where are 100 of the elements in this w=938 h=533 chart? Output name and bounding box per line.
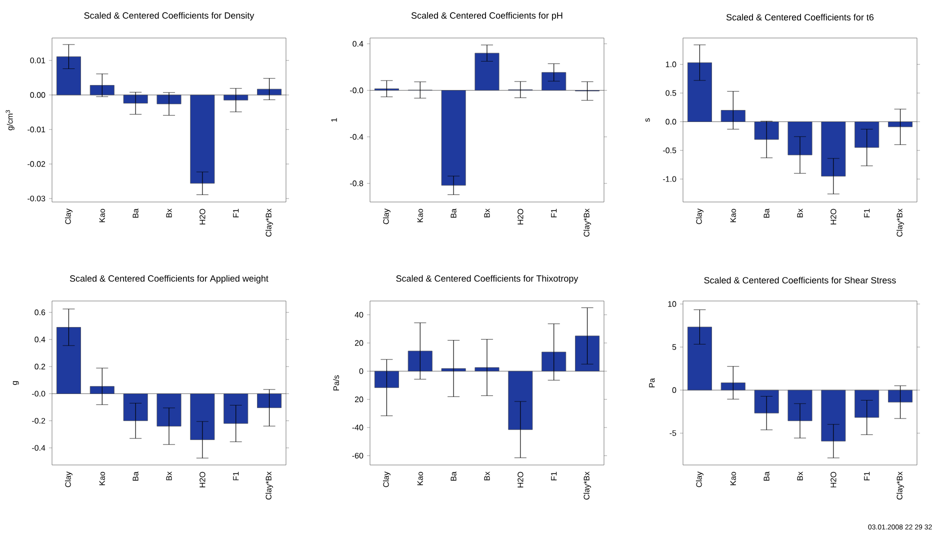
x-tick-label: H2O xyxy=(200,208,206,224)
bar xyxy=(56,327,81,394)
bar xyxy=(190,393,215,440)
x-tick-label: Bx xyxy=(797,472,803,480)
x-tick-label: Clay*Bx xyxy=(896,472,904,500)
chart-title: Scaled & Centered Coefficients for Applied weight xyxy=(70,275,268,284)
y-tick-label: -0.0 xyxy=(350,88,364,94)
bar xyxy=(821,122,846,176)
bar xyxy=(224,94,248,100)
x-tick-label: Ba xyxy=(450,208,456,218)
y-tick-label: -0.4 xyxy=(350,134,364,140)
y-tick-label: -0.02 xyxy=(28,161,46,167)
x-tick-label: Bx xyxy=(484,208,490,218)
x-tick-label: Clay*Bx xyxy=(266,472,274,500)
bar xyxy=(408,350,432,372)
bar xyxy=(123,94,148,104)
x-tick-label: Kao xyxy=(730,208,736,222)
y-tick-label: -0.8 xyxy=(350,180,364,186)
y-tick-label: -40 xyxy=(352,424,364,430)
y-axis-title: g xyxy=(12,381,19,385)
x-tick-label: H2O xyxy=(200,472,206,488)
x-tick-label: Clay xyxy=(382,208,390,224)
y-tick-label: 40 xyxy=(354,312,364,318)
x-tick-label: Kao xyxy=(730,472,736,486)
y-tick-label: 1.0 xyxy=(666,62,676,68)
bar xyxy=(257,88,282,96)
bar xyxy=(56,56,81,96)
y-tick-label: 20 xyxy=(354,396,364,402)
x-tick-label: Kao xyxy=(99,472,105,486)
y-tick-label: 0.4 xyxy=(352,40,364,47)
x-tick-label: Clay xyxy=(382,472,390,488)
x-tick-label: Bx xyxy=(166,208,172,218)
chart-title: Scaled & Centered Coefficients for Shear Stress xyxy=(704,276,896,284)
chart-title: Scaled & Centered Coefficients for Thixotropy xyxy=(396,275,578,284)
bar xyxy=(257,393,282,408)
y-tick-label: 5 xyxy=(672,344,676,350)
bar xyxy=(90,85,114,96)
y-tick-label: -0.03 xyxy=(28,196,46,202)
x-tick-label: Ba xyxy=(132,472,138,481)
bar xyxy=(821,390,846,442)
bar xyxy=(474,367,500,372)
x-tick-label: H2O xyxy=(518,208,524,224)
x-tick-label: Clay*Bx xyxy=(584,208,592,237)
y-tick-label: 0.01 xyxy=(30,58,46,64)
x-tick-label: Ba xyxy=(764,472,770,481)
x-tick-label: F1 xyxy=(551,208,557,218)
bar xyxy=(441,368,466,372)
y-tick-label: -5 xyxy=(670,430,676,436)
y-tick-label: -0.2 xyxy=(32,418,46,424)
bar xyxy=(687,326,712,390)
bar xyxy=(374,370,399,388)
x-tick-label: Kao xyxy=(417,208,423,222)
chart-title: Scaled & Centered Coefficients for t6 xyxy=(726,14,874,20)
x-tick-label: Clay*Bx xyxy=(266,208,274,237)
x-tick-label: Kao xyxy=(417,472,423,486)
bar xyxy=(720,110,746,122)
bar xyxy=(90,386,114,394)
bar xyxy=(542,72,566,91)
y-tick-label: 0 xyxy=(359,368,364,374)
y-tick-label: 0.00 xyxy=(30,92,46,98)
bar xyxy=(888,390,913,402)
bar xyxy=(720,382,746,390)
bar xyxy=(508,370,533,430)
chart-title: Scaled & Centered Coefficients for Density xyxy=(84,12,254,20)
y-tick-label: 0.5 xyxy=(666,90,676,96)
y-axis-title: s xyxy=(645,118,650,122)
x-tick-label: Clay xyxy=(696,472,704,488)
x-tick-label: Ba xyxy=(764,208,770,218)
y-tick-label: 10 xyxy=(668,301,676,307)
x-tick-label: F1 xyxy=(864,208,870,218)
x-tick-label: Ba xyxy=(450,472,456,481)
x-tick-label: F1 xyxy=(864,472,870,480)
x-tick-label: H2O xyxy=(830,208,836,224)
bar xyxy=(687,62,712,122)
x-tick-label: Clay*Bx xyxy=(584,472,592,500)
x-tick-label: Ba xyxy=(132,208,138,218)
y-axis-title: 1 xyxy=(331,118,337,122)
y-tick-label: 0.6 xyxy=(34,310,46,316)
x-tick-label: Clay xyxy=(64,208,72,224)
y-tick-label: -0.5 xyxy=(663,148,676,154)
y-tick-label: 0 xyxy=(672,387,676,393)
bar xyxy=(156,94,182,104)
y-tick-label: -0.4 xyxy=(32,445,46,451)
chart-title: Scaled & Centered Coefficients for pH xyxy=(411,12,562,20)
y-tick-label: 0.4 xyxy=(34,336,46,342)
y-tick-label: -0.01 xyxy=(28,126,46,132)
x-tick-label: H2O xyxy=(518,472,524,488)
y-axis-title: g/cm$^{3}$ xyxy=(6,110,14,130)
bar xyxy=(190,94,215,184)
y-tick-label: -60 xyxy=(352,452,364,459)
bar xyxy=(474,52,500,91)
x-tick-label: Bx xyxy=(484,472,490,480)
bar xyxy=(441,90,466,186)
x-tick-label: Bx xyxy=(797,208,803,218)
x-tick-label: H2O xyxy=(830,472,836,488)
x-tick-label: F1 xyxy=(233,472,239,480)
y-tick-label: -1.0 xyxy=(663,176,676,182)
bar xyxy=(888,122,913,128)
y-axis-title: Pa xyxy=(649,378,655,388)
x-tick-label: Clay xyxy=(64,472,72,488)
